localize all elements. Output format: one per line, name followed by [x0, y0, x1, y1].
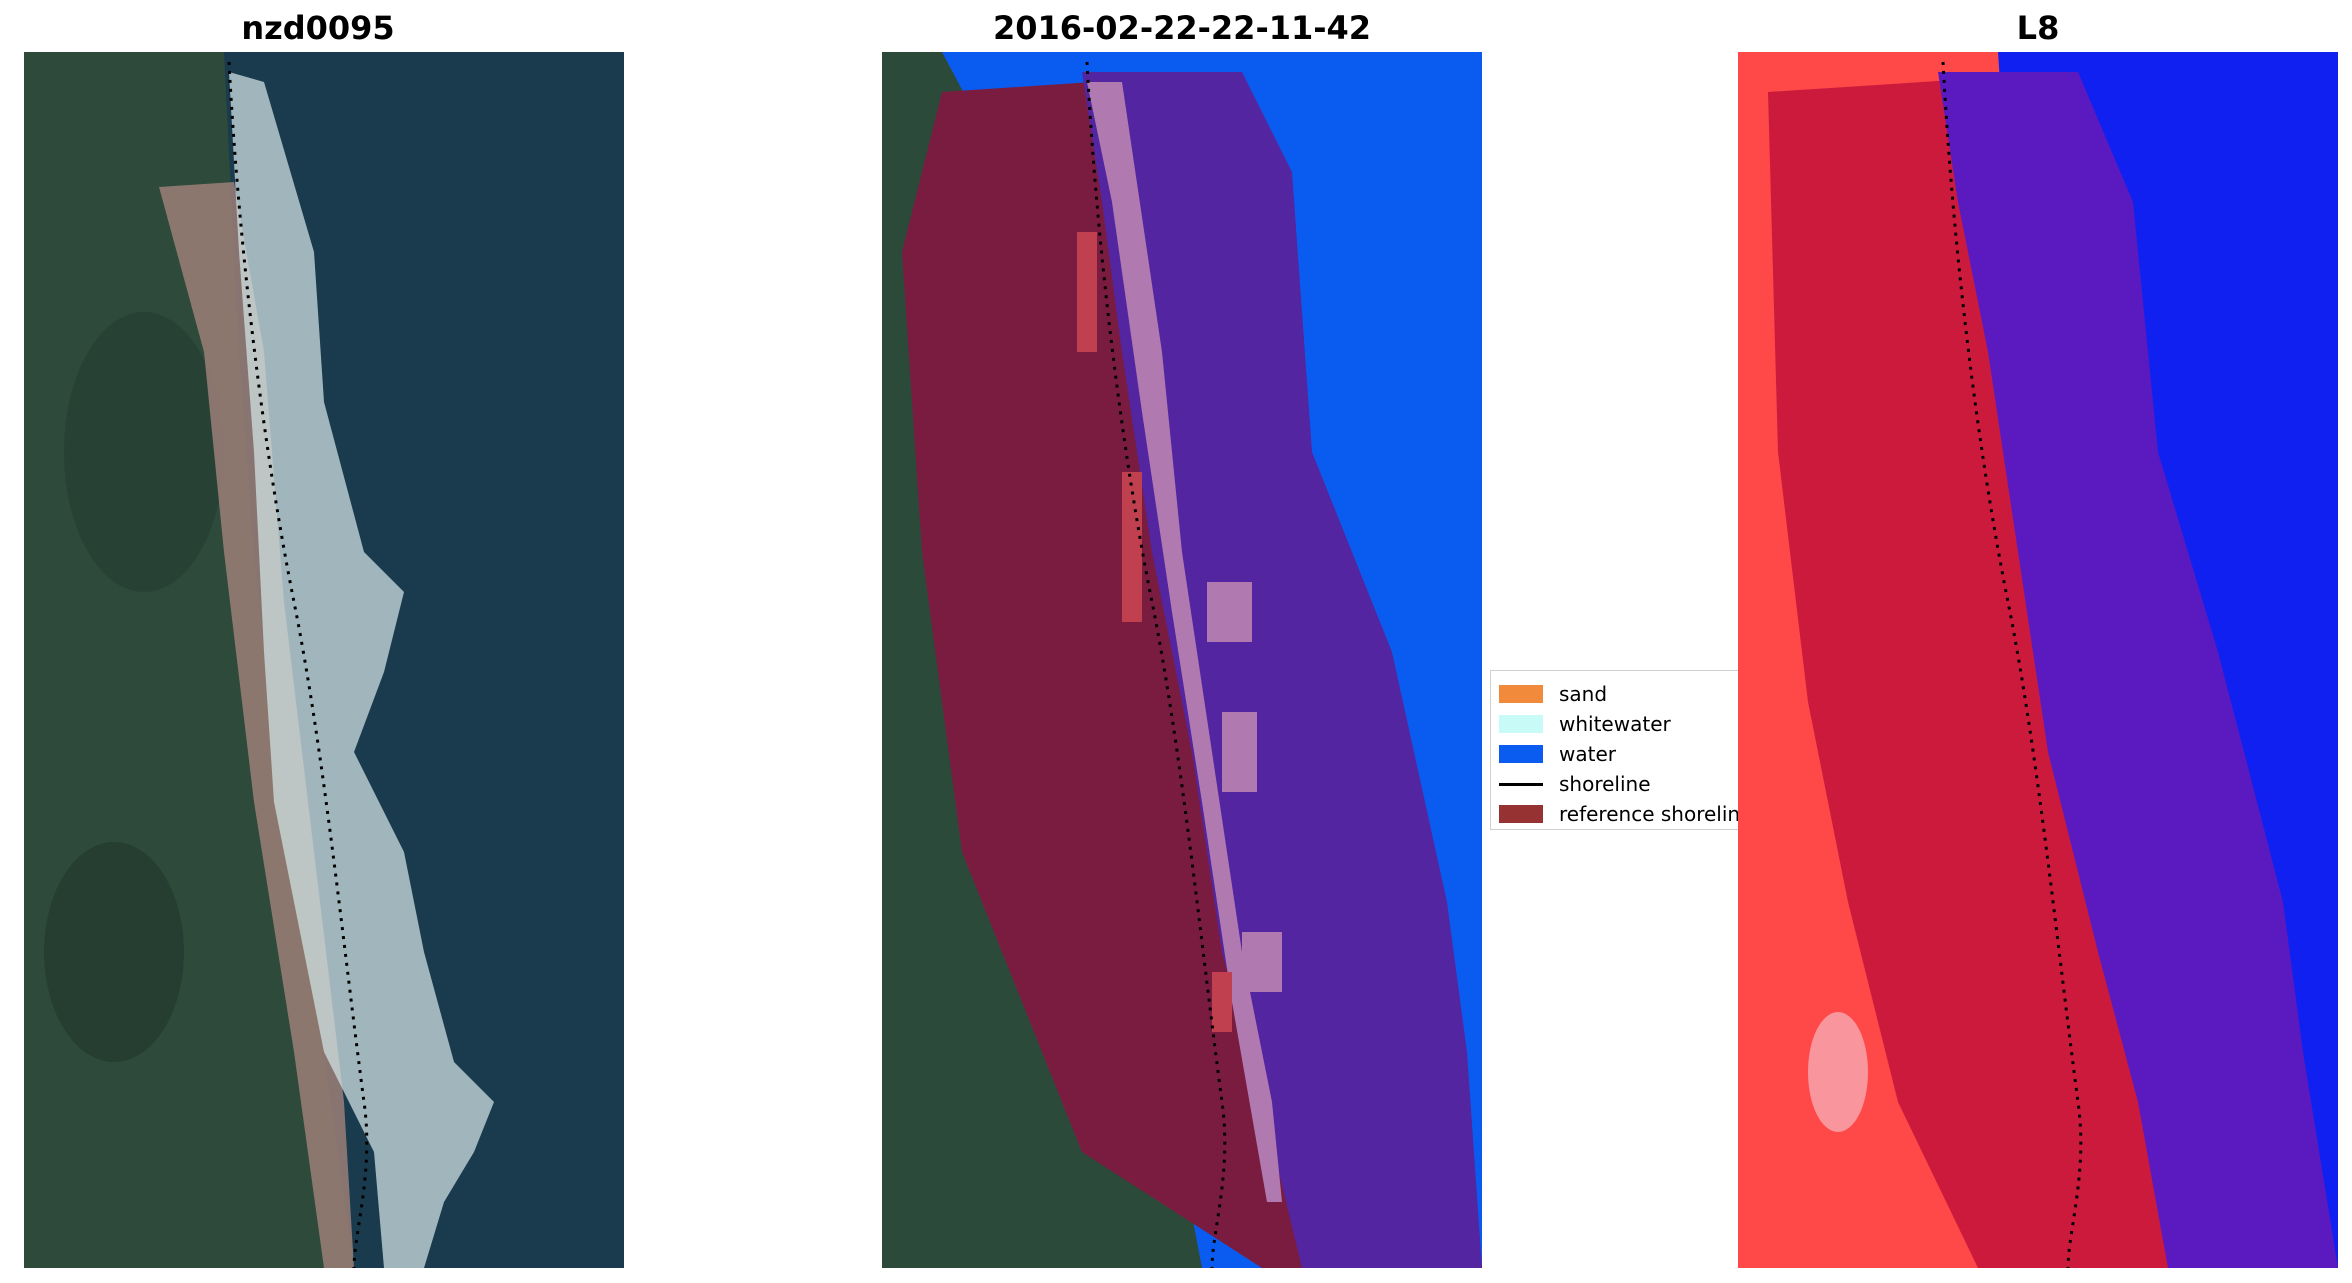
legend-item-water: water	[1499, 741, 1616, 767]
rgb-image-panel	[24, 52, 624, 1268]
classified-image-panel	[882, 52, 1482, 1268]
legend-label-sand: sand	[1559, 682, 1608, 706]
legend-item-reference-shoreline: reference shoreline	[1499, 801, 1740, 827]
legend-label-water: water	[1559, 742, 1616, 766]
legend-label-reference-shoreline: reference shoreline	[1559, 802, 1740, 826]
title-rgb: nzd0095	[241, 9, 395, 47]
legend-item-shoreline: shoreline	[1499, 771, 1651, 797]
legend-line-shoreline	[1499, 782, 1543, 786]
index-image	[1738, 52, 2338, 1268]
legend-label-whitewater: whitewater	[1559, 712, 1671, 736]
legend-swatch-sand	[1499, 685, 1543, 703]
title-classified: 2016-02-22-22-11-42	[992, 9, 1372, 47]
index-image-panel	[1738, 52, 2338, 1268]
legend-item-sand: sand	[1499, 681, 1607, 707]
rgb-image	[24, 52, 624, 1268]
legend-swatch-whitewater	[1499, 715, 1543, 733]
title-index: L8	[2016, 9, 2060, 47]
legend: sand whitewater water shoreline referenc…	[1490, 670, 1740, 830]
legend-label-shoreline: shoreline	[1559, 772, 1651, 796]
legend-swatch-reference-shoreline	[1499, 805, 1543, 823]
classified-image	[882, 52, 1482, 1268]
legend-item-whitewater: whitewater	[1499, 711, 1671, 737]
legend-swatch-water	[1499, 745, 1543, 763]
